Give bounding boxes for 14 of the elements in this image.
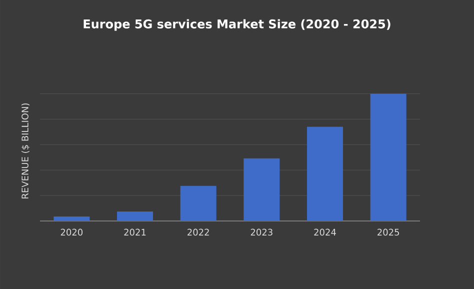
x-tick-label: 2023 xyxy=(250,228,272,236)
bar xyxy=(180,186,216,221)
bar xyxy=(54,216,90,221)
bar xyxy=(307,126,343,221)
y-axis-title: REVENUE ($ BILLION) xyxy=(21,103,30,198)
bar xyxy=(244,158,280,221)
x-tick-label: 2021 xyxy=(124,228,146,236)
x-tick-label: 2022 xyxy=(188,228,209,236)
chart-title: Europe 5G services Market Size (2020 - 2025) xyxy=(84,19,390,31)
x-tick-label: 2025 xyxy=(378,228,399,236)
bar xyxy=(370,94,406,221)
x-tick-label: 2020 xyxy=(60,228,83,236)
x-tick-label: 2024 xyxy=(314,228,336,236)
bar xyxy=(117,211,154,221)
